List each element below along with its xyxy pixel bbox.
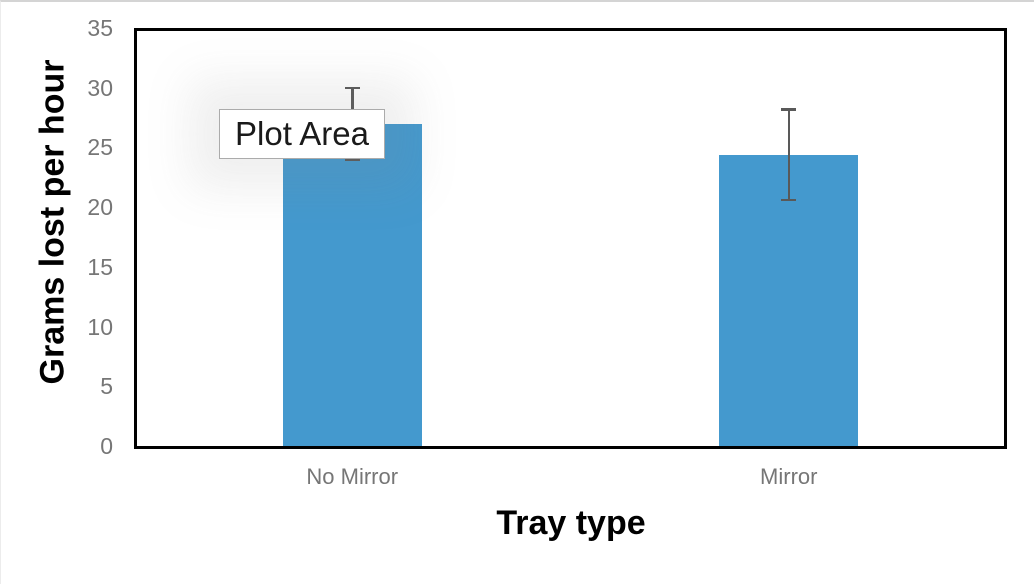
- x-axis-title[interactable]: Tray type: [496, 504, 646, 542]
- x-label-no-mirror[interactable]: No Mirror: [306, 464, 399, 489]
- error-bar-lower-cap-mirror: [781, 198, 797, 202]
- error-bar-lower-cap-no-mirror: [344, 158, 360, 161]
- y-tick-label-10[interactable]: 10: [87, 313, 113, 340]
- error-bar-mirror: [787, 108, 790, 202]
- y-tick-label-0[interactable]: 0: [100, 433, 113, 459]
- plot-area-tooltip-label: Plot Area: [235, 115, 369, 152]
- y-axis-title[interactable]: Grams lost per hour: [33, 59, 72, 385]
- y-tick-label-35[interactable]: 35: [87, 15, 113, 41]
- y-tick-label-25[interactable]: 25: [87, 134, 113, 161]
- plot-border: [134, 28, 1007, 449]
- bar-mirror[interactable]: [719, 154, 859, 448]
- x-label-mirror[interactable]: Mirror: [760, 464, 818, 489]
- y-tick-label-5[interactable]: 5: [100, 373, 113, 400]
- plot-area[interactable]: [137, 31, 1004, 446]
- bar-no-mirror[interactable]: [282, 123, 422, 448]
- y-tick-label-30[interactable]: 30: [87, 74, 113, 101]
- plot-area-tooltip: Plot Area: [219, 109, 385, 159]
- y-tick-label-15[interactable]: 15: [87, 253, 113, 280]
- y-tick-label-20[interactable]: 20: [87, 194, 113, 221]
- error-bar-upper-cap-mirror: [781, 108, 797, 111]
- error-bar-upper-cap-no-mirror: [344, 86, 360, 90]
